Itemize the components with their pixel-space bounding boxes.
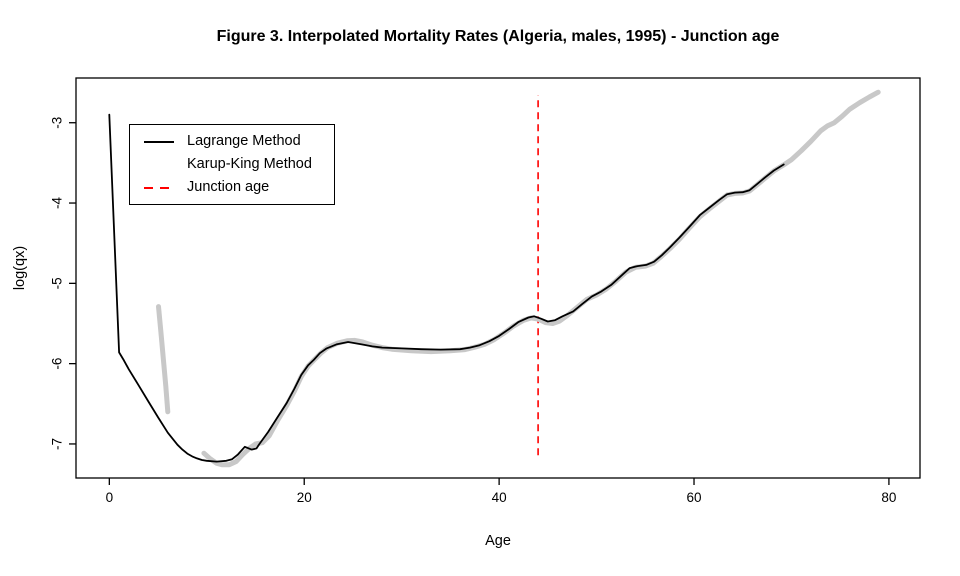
legend-label: Junction age bbox=[187, 179, 270, 195]
lagrange-series-path bbox=[108, 113, 785, 463]
lagrange-line-swatch bbox=[144, 140, 174, 143]
legend-label: Lagrange Method bbox=[187, 133, 301, 149]
x-tick-label: 60 bbox=[687, 490, 702, 505]
y-tick-label: -4 bbox=[50, 197, 65, 209]
legend-item-lagrange: Lagrange Method bbox=[144, 132, 334, 151]
y-tick-label: -5 bbox=[50, 277, 65, 289]
legend-label: Karup-King Method bbox=[187, 156, 312, 172]
x-tick-label: 20 bbox=[297, 490, 312, 505]
y-tick-label: -6 bbox=[50, 358, 65, 370]
legend-box: Lagrange Method Karup-King Method Juncti… bbox=[129, 124, 335, 205]
x-axis-label: Age bbox=[485, 533, 511, 549]
y-tick-label: -7 bbox=[50, 438, 65, 450]
y-tick-label: -3 bbox=[50, 117, 65, 129]
karup-king-series-path bbox=[156, 304, 171, 415]
legend-item-junction-age: Junction age bbox=[144, 178, 334, 197]
x-tick-label: 80 bbox=[881, 490, 896, 505]
x-tick-label: 0 bbox=[106, 490, 114, 505]
karup-king-line-swatch bbox=[144, 162, 174, 167]
junction-age-line-swatch bbox=[144, 186, 174, 189]
y-axis-label: log(qx) bbox=[12, 245, 28, 291]
plot-box bbox=[75, 77, 921, 479]
chart-title: Figure 3. Interpolated Mortality Rates (… bbox=[216, 28, 780, 45]
legend-item-karup-king: Karup-King Method bbox=[144, 155, 334, 174]
x-tick-label: 40 bbox=[492, 490, 507, 505]
